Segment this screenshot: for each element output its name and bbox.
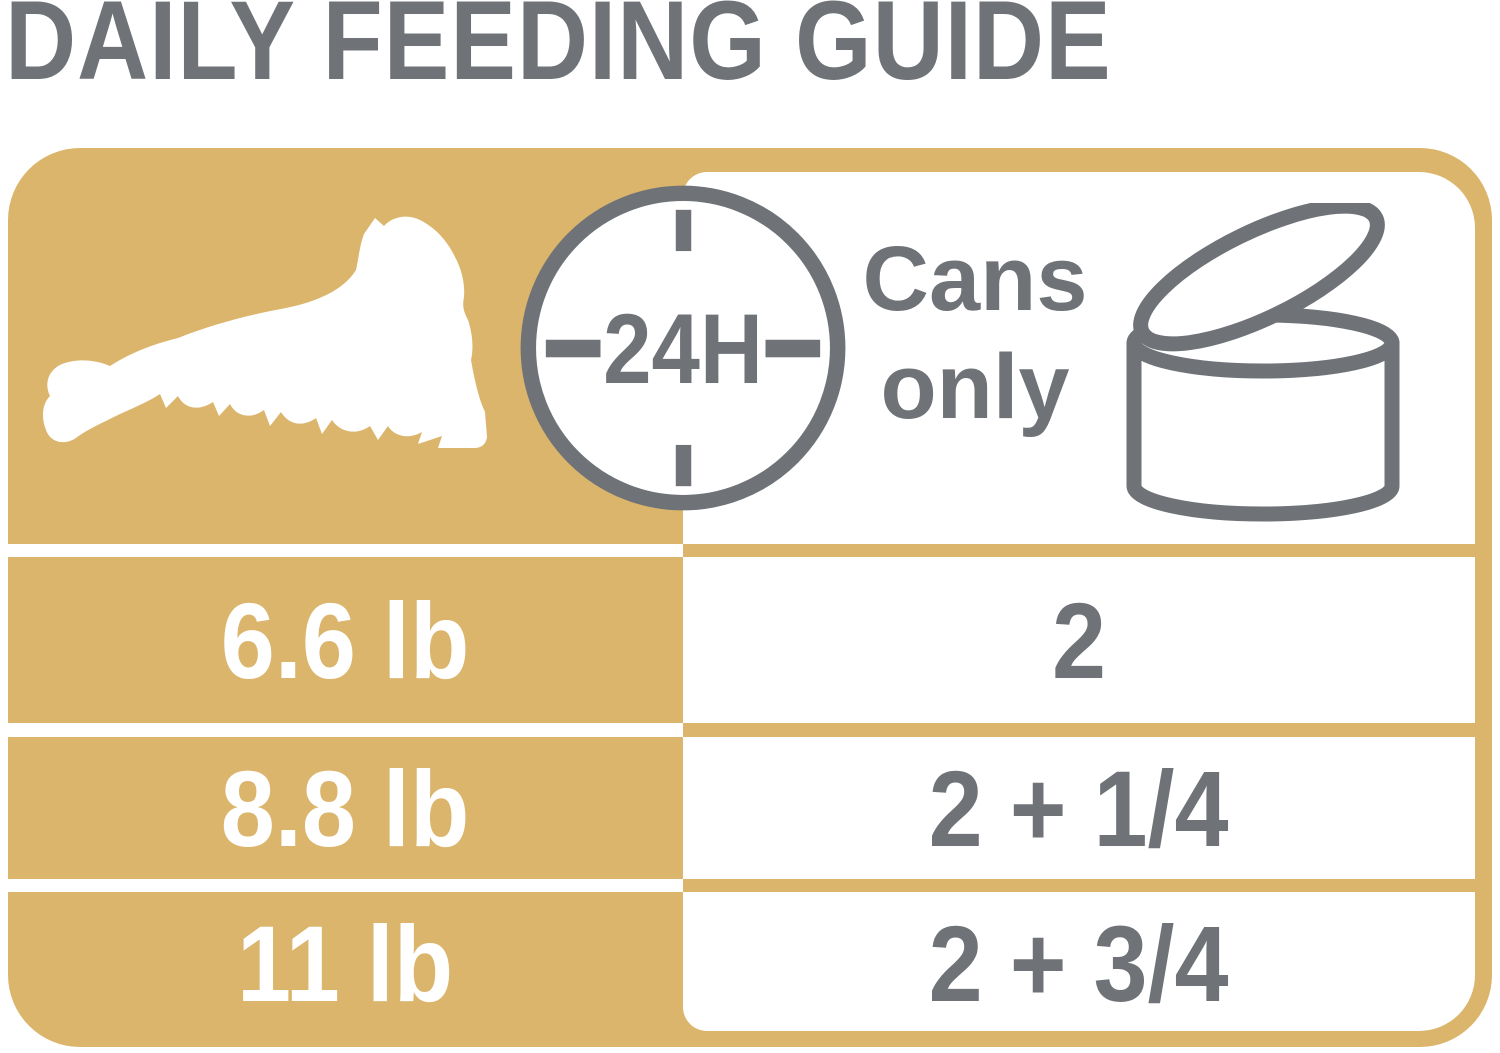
cans-cell: 2 + 3/4 [683,892,1475,1034]
table-row: 11 lb 2 + 3/4 [8,892,1492,1034]
open-can-icon [1126,203,1400,522]
weight-value: 11 lb [237,902,454,1024]
row-divider [683,544,1492,557]
cans-only-line1: Cans [862,228,1088,330]
weight-cell: 6.6 lb [8,557,683,723]
cans-value: 2 + 1/4 [929,747,1229,869]
persian-cat-icon [42,216,487,448]
weight-value: 8.8 lb [221,747,470,869]
cans-only-label: Cans only [840,226,1110,441]
feeding-table: 24H Cans only 6.6 lb 2 [8,148,1492,1047]
weight-value: 6.6 lb [221,579,470,701]
page-title: DAILY FEEDING GUIDE [5,0,1112,103]
cans-cell: 2 + 1/4 [683,737,1475,879]
row-divider [8,544,683,557]
clock-24h-label: 24H [603,294,763,404]
weight-cell: 11 lb [8,892,683,1034]
row-divider [683,723,1492,737]
cans-only-line2: only [880,335,1070,438]
weight-cell: 8.8 lb [8,737,683,879]
row-divider [683,879,1492,892]
24h-clock-icon: 24H [520,185,846,511]
cans-value: 2 [1051,579,1107,701]
table-row: 6.6 lb 2 [8,557,1492,723]
row-divider [8,879,683,892]
table-row: 8.8 lb 2 + 1/4 [8,737,1492,879]
cans-value: 2 + 3/4 [929,902,1229,1024]
row-divider [8,723,683,737]
cans-cell: 2 [683,557,1475,723]
